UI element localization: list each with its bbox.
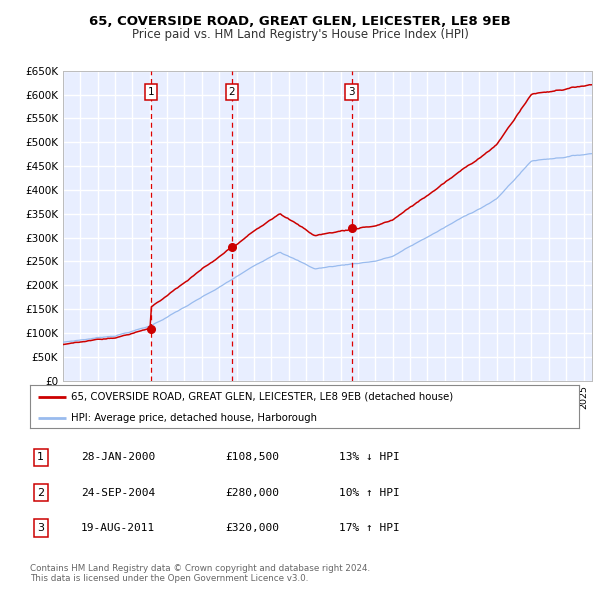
Text: £108,500: £108,500 xyxy=(225,453,279,462)
Text: £320,000: £320,000 xyxy=(225,523,279,533)
Text: 28-JAN-2000: 28-JAN-2000 xyxy=(81,453,155,462)
Text: HPI: Average price, detached house, Harborough: HPI: Average price, detached house, Harb… xyxy=(71,414,317,424)
Text: 1: 1 xyxy=(37,453,44,462)
Text: 2: 2 xyxy=(37,488,44,497)
Text: 19-AUG-2011: 19-AUG-2011 xyxy=(81,523,155,533)
Text: 24-SEP-2004: 24-SEP-2004 xyxy=(81,488,155,497)
Text: 17% ↑ HPI: 17% ↑ HPI xyxy=(339,523,400,533)
Text: 3: 3 xyxy=(37,523,44,533)
Text: Price paid vs. HM Land Registry's House Price Index (HPI): Price paid vs. HM Land Registry's House … xyxy=(131,28,469,41)
Text: 3: 3 xyxy=(348,87,355,97)
Text: 1: 1 xyxy=(148,87,154,97)
Text: 65, COVERSIDE ROAD, GREAT GLEN, LEICESTER, LE8 9EB (detached house): 65, COVERSIDE ROAD, GREAT GLEN, LEICESTE… xyxy=(71,392,454,402)
Text: £280,000: £280,000 xyxy=(225,488,279,497)
Text: 10% ↑ HPI: 10% ↑ HPI xyxy=(339,488,400,497)
Text: 13% ↓ HPI: 13% ↓ HPI xyxy=(339,453,400,462)
Text: 2: 2 xyxy=(229,87,235,97)
Text: Contains HM Land Registry data © Crown copyright and database right 2024.
This d: Contains HM Land Registry data © Crown c… xyxy=(30,563,370,583)
Text: 65, COVERSIDE ROAD, GREAT GLEN, LEICESTER, LE8 9EB: 65, COVERSIDE ROAD, GREAT GLEN, LEICESTE… xyxy=(89,15,511,28)
